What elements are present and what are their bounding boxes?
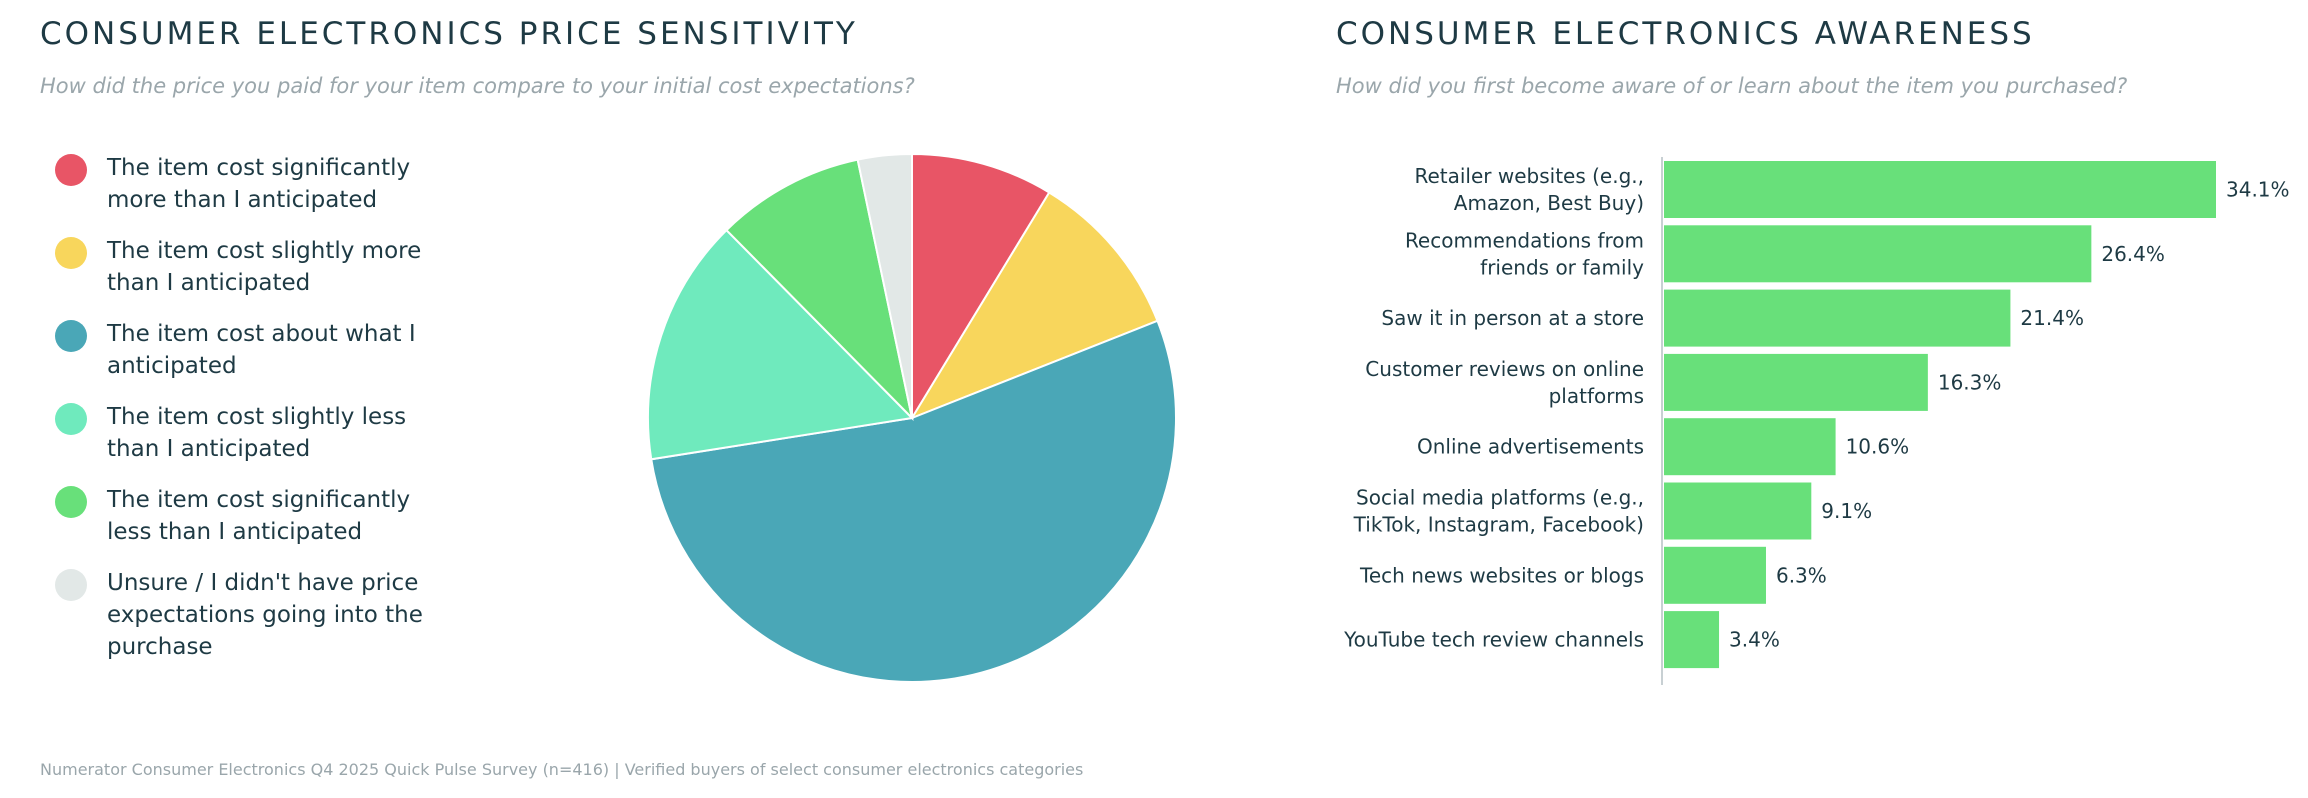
- bar: [1664, 418, 1836, 476]
- legend-label-line: than I anticipated: [107, 270, 311, 296]
- survey-footnote: Numerator Consumer Electronics Q4 2025 Q…: [40, 760, 1084, 779]
- bar-value-label: 34.1%: [2226, 178, 2290, 202]
- pie-slice: [725, 158, 914, 422]
- bar-category-label: friends or family: [1480, 255, 1644, 279]
- price-sensitivity-panel: CONSUMER ELECTRONICS PRICE SENSITIVITY H…: [40, 0, 1270, 798]
- bar-category-label: TikTok, Instagram, Facebook): [1353, 513, 1644, 537]
- legend-label: The item cost slightly more than I antici…: [107, 235, 487, 299]
- pie-slice: [911, 152, 1051, 422]
- price-sensitivity-title: CONSUMER ELECTRONICS PRICE SENSITIVITY: [40, 16, 858, 52]
- legend-label-line: expectations going into the: [107, 602, 423, 628]
- legend-label-line: than I anticipated: [107, 436, 311, 462]
- pie-slice: [856, 152, 913, 419]
- bar: [1664, 161, 2216, 218]
- legend-label-line: The item cost significantly: [107, 155, 411, 181]
- legend-swatch: [55, 569, 87, 601]
- price-sensitivity-pie-chart: [647, 152, 1177, 683]
- bar-category-label: Online advertisements: [1417, 435, 1644, 459]
- legend-label: Unsure / I didn't have price expectations…: [107, 567, 487, 663]
- awareness-subtitle: How did you first become aware of or lea…: [1336, 74, 2128, 98]
- price-sensitivity-subtitle: How did the price you paid for your item…: [40, 74, 915, 98]
- legend-label: The item cost significantly more than I a…: [107, 152, 487, 216]
- legend-swatch: [55, 154, 87, 186]
- legend-swatch: [55, 403, 87, 435]
- pie-slice: [650, 319, 1177, 683]
- bar-value-label: 26.4%: [2101, 242, 2165, 266]
- bar-value-label: 3.4%: [1729, 628, 1780, 652]
- awareness-title: CONSUMER ELECTRONICS AWARENESS: [1336, 16, 2035, 52]
- pie-slice: [909, 191, 1159, 421]
- legend-label: The item cost about what I anticipated: [107, 318, 487, 382]
- bar-category-label: Tech news websites or blogs: [1359, 563, 1644, 587]
- legend-label-line: less than I anticipated: [107, 519, 363, 545]
- bar: [1664, 546, 1766, 604]
- bar: [1664, 611, 1720, 669]
- bar-value-label: 16.3%: [1938, 370, 2002, 394]
- legend-label-line: The item cost significantly: [107, 487, 411, 513]
- legend-label-line: The item cost slightly more: [107, 238, 422, 264]
- legend-label-line: Unsure / I didn't have price: [107, 570, 419, 596]
- legend-label: The item cost slightly less than I antici…: [107, 401, 487, 465]
- bar-category-label: Retailer websites (e.g.,: [1414, 164, 1644, 188]
- awareness-panel: CONSUMER ELECTRONICS AWARENESS How did y…: [1336, 0, 2296, 798]
- bar: [1664, 289, 2011, 347]
- bar-value-label: 9.1%: [1821, 499, 1872, 523]
- bar: [1664, 353, 1928, 411]
- legend-label-line: The item cost slightly less: [107, 404, 407, 430]
- bar: [1664, 225, 2092, 283]
- bar-category-label: platforms: [1549, 384, 1644, 408]
- legend-label-line: anticipated: [107, 353, 237, 379]
- bar-category-label: YouTube tech review channels: [1343, 628, 1644, 652]
- legend-swatch: [55, 320, 87, 352]
- bar-category-label: Amazon, Best Buy): [1454, 191, 1644, 215]
- legend-swatch: [55, 237, 87, 269]
- legend-swatch: [55, 486, 87, 518]
- bar-category-label: Recommendations from: [1405, 228, 1644, 252]
- pie-slice: [647, 228, 915, 461]
- bar-category-label: Social media platforms (e.g.,: [1356, 486, 1644, 510]
- bar: [1664, 482, 1812, 540]
- bar-category-label: Customer reviews on online: [1365, 357, 1644, 381]
- bar-category-label: Saw it in person at a store: [1381, 306, 1644, 330]
- bar-value-label: 21.4%: [2020, 306, 2084, 330]
- legend-label-line: The item cost about what I: [107, 321, 416, 347]
- legend-label: The item cost significantly less than I a…: [107, 484, 487, 548]
- bar-value-label: 6.3%: [1776, 563, 1827, 587]
- bar-value-label: 10.6%: [1846, 435, 1910, 459]
- awareness-bar-chart: 34.1% Retailer websites (e.g., Amazon, Bes…: [1343, 157, 2290, 685]
- legend-label-line: purchase: [107, 634, 213, 660]
- legend-label-line: more than I anticipated: [107, 187, 378, 213]
